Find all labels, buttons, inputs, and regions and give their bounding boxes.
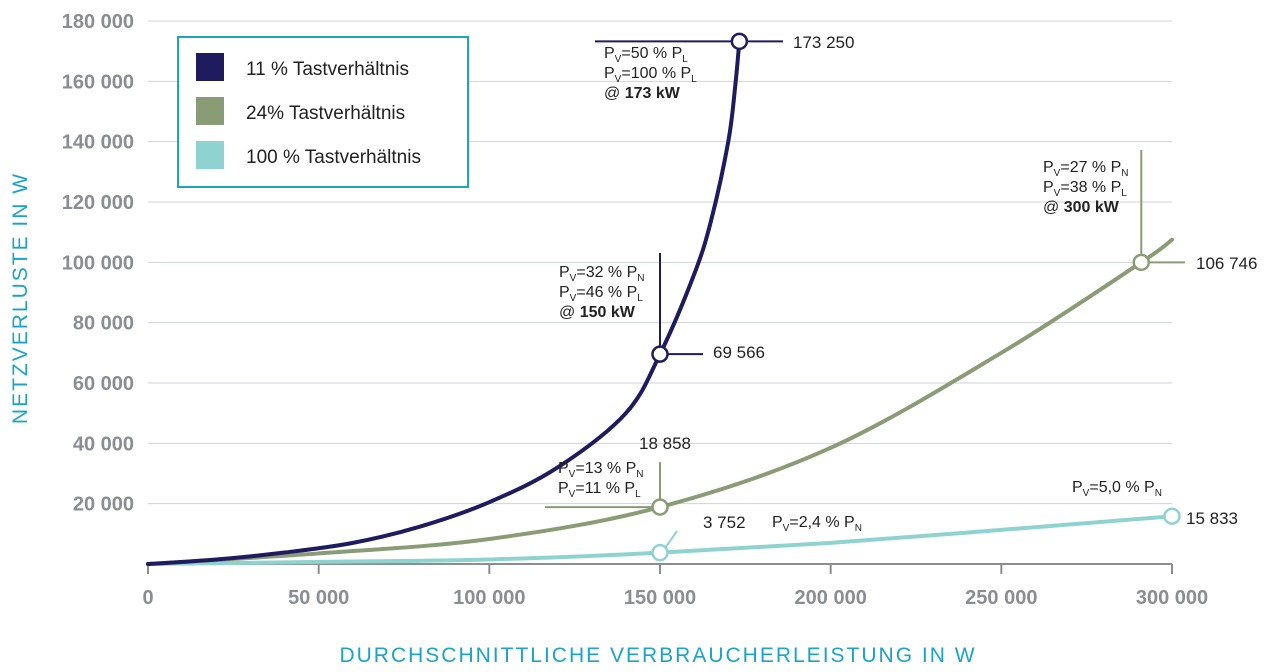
- x-tick-label: 150 000: [624, 587, 696, 609]
- data-point-marker: [651, 345, 669, 363]
- y-tick-label: 160 000: [62, 71, 134, 93]
- x-tick-label: 100 000: [453, 587, 525, 609]
- legend-box: [177, 36, 469, 188]
- data-point-marker: [1132, 253, 1151, 272]
- legend-label: 24% Tastverhältnis: [246, 103, 405, 124]
- leader-line: [665, 530, 678, 548]
- value-label: 15 833: [1186, 509, 1238, 528]
- legend-swatch: [196, 97, 224, 125]
- value-label: 173 250: [793, 33, 854, 52]
- data-point-marker: [651, 498, 669, 516]
- annotation-text: PV=38 % PL: [1043, 179, 1127, 199]
- series-line: [146, 237, 1174, 566]
- y-tick-label: 20 000: [73, 494, 134, 516]
- x-tick-label: 200 000: [795, 587, 867, 609]
- series-line: [146, 39, 742, 566]
- value-label: 69 566: [713, 343, 765, 362]
- y-tick-label: 100 000: [62, 252, 134, 274]
- y-tick-label: 140 000: [62, 132, 134, 154]
- annotation-text: @ 150 kW: [559, 304, 636, 321]
- legend-swatch: [196, 53, 224, 81]
- y-axis-title: NETZVERLUSTE IN W: [9, 172, 32, 424]
- legend-swatch: [196, 141, 224, 169]
- annotation-text: PV=50 % PL: [604, 45, 688, 65]
- y-tick-label: 180 000: [62, 11, 134, 33]
- annotation-text: PV=13 % PN: [558, 460, 644, 480]
- annotation-text: PV=100 % PL: [604, 65, 697, 85]
- annotation-text: @ 173 kW: [604, 85, 681, 102]
- axes: 20 000 40 000 60 000 80 000 100 000 120 000 14…: [62, 11, 1208, 609]
- x-tick-label: 250 000: [965, 587, 1037, 609]
- value-label: 106 746: [1196, 254, 1257, 273]
- annotation-text: PV=2,4 % PN: [772, 514, 862, 534]
- annotation-text: PV=5,0 % PN: [1072, 479, 1162, 499]
- data-point-marker: [730, 32, 749, 51]
- value-label: 3 752: [703, 513, 746, 532]
- value-label: 18 858: [639, 434, 691, 453]
- x-tick-label: 0: [142, 587, 153, 609]
- y-tick-label: 120 000: [62, 192, 134, 214]
- annotation-text: PV=46 % PL: [559, 284, 643, 304]
- legend: 11 % Tastverhältnis 24% Tastverhältnis 100…: [177, 36, 469, 188]
- annotation-text: @ 300 kW: [1043, 199, 1120, 216]
- y-tick-label: 60 000: [73, 373, 134, 395]
- x-tick-label: 300 000: [1136, 587, 1208, 609]
- annotation-text: PV=11 % PL: [558, 480, 641, 500]
- legend-label: 11 % Tastverhältnis: [246, 59, 409, 80]
- annotation-text: PV=32 % PN: [559, 264, 645, 284]
- data-point-marker: [651, 543, 669, 562]
- x-axis-title: DURCHSCHNITTLICHE VERBRAUCHERLEISTUNG IN…: [339, 644, 976, 667]
- y-tick-label: 40 000: [73, 433, 134, 455]
- legend-label: 100 % Tastverhältnis: [246, 147, 421, 168]
- annotation-text: PV=27 % PN: [1043, 159, 1129, 179]
- y-tick-label: 80 000: [73, 313, 134, 335]
- data-point-marker: [1163, 507, 1181, 525]
- x-tick-label: 50 000: [288, 587, 349, 609]
